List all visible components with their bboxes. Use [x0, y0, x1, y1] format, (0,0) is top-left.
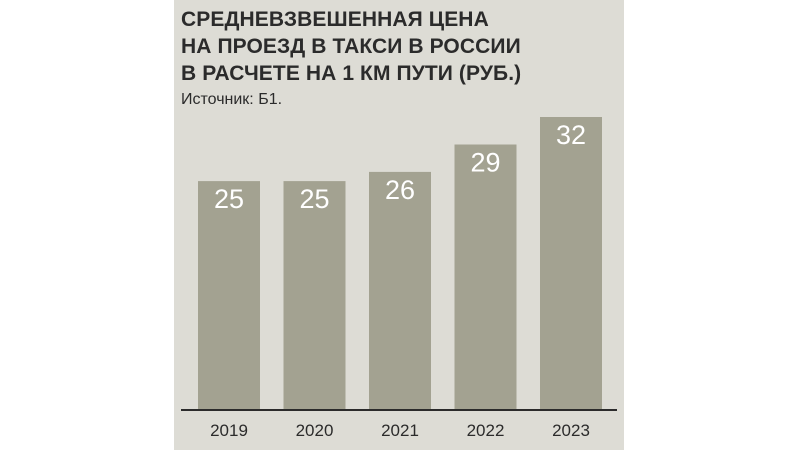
bar-value-label-2020: 25: [299, 184, 329, 214]
chart-title-line-2: НА ПРОЕЗД В ТАКСИ В РОССИИ: [181, 35, 521, 58]
bar-value-label-2022: 29: [470, 148, 500, 178]
bar-2022: [454, 144, 517, 410]
x-tick-label-2019: 2019: [210, 421, 248, 440]
bar-2023: [540, 117, 602, 410]
bar-value-label-2019: 25: [214, 184, 244, 214]
x-tick-label-2022: 2022: [467, 421, 505, 440]
x-tick-label-2020: 2020: [296, 421, 334, 440]
bar-2021: [369, 171, 431, 410]
bar-2019: [198, 181, 260, 410]
chart-title: СРЕДНЕВЗВЕШЕННАЯ ЦЕНА НА ПРОЕЗД В ТАКСИ …: [181, 6, 617, 87]
chart-title-line-1: СРЕДНЕВЗВЕШЕННАЯ ЦЕНА: [181, 8, 489, 31]
chart-title-line-3: В РАСЧЕТЕ НА 1 КМ ПУТИ (РУБ.): [181, 62, 522, 85]
chart-source: Источник: Б1.: [181, 91, 283, 108]
bar-2020: [283, 181, 346, 410]
bar-value-label-2021: 26: [385, 175, 415, 205]
bar-value-label-2023: 32: [556, 120, 586, 150]
x-tick-label-2021: 2021: [381, 421, 419, 440]
x-tick-label-2023: 2023: [552, 421, 590, 440]
